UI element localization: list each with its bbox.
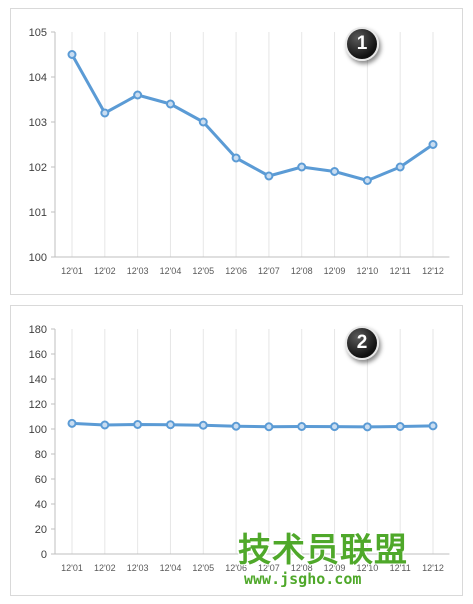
x-tick-label: 12'12 (422, 563, 444, 573)
x-tick-label: 12'04 (160, 266, 182, 276)
data-point (133, 90, 143, 100)
y-tick-label: 180 (29, 324, 47, 336)
x-tick-label: 12'09 (324, 266, 346, 276)
data-point (362, 176, 372, 185)
y-tick-label: 120 (29, 399, 47, 411)
y-tick-label: 100 (29, 424, 47, 436)
x-tick-label: 12'07 (258, 563, 280, 573)
x-tick-label: 12'05 (192, 563, 214, 573)
data-point (133, 420, 143, 429)
x-tick-label: 12'06 (225, 266, 247, 276)
data-point (100, 108, 110, 118)
data-point (67, 418, 77, 428)
watermark: 技术员联盟 www.jsgho.com (238, 530, 438, 588)
series-line (71, 421, 434, 429)
data-point (198, 117, 208, 127)
y-tick-label: 20 (35, 524, 47, 536)
y-tick-label: 60 (35, 474, 47, 486)
x-tick-label: 12'08 (291, 563, 313, 573)
x-tick-label: 12'10 (356, 266, 378, 276)
chart-panel-2: 0 20 40 60 80 100 120 140 160 180 12'01 12'02 12'03 1… (10, 305, 463, 596)
data-point (198, 420, 208, 430)
line-chart-2: 0 20 40 60 80 100 120 140 160 180 12'01 12'02 12'03 1… (29, 324, 450, 573)
data-point (264, 422, 274, 432)
data-point (67, 50, 77, 59)
y-tick-label: 100 (29, 252, 47, 264)
y-tick-label: 0 (41, 549, 47, 561)
watermark-brand: 技术员联盟 (238, 530, 408, 569)
data-point (362, 422, 372, 432)
data-point (395, 162, 405, 172)
x-tick-label: 12'07 (258, 266, 280, 276)
x-tick-label: 12'12 (422, 266, 444, 276)
x-tick-label: 12'03 (127, 563, 149, 573)
x-tick-label: 12'01 (61, 266, 83, 276)
data-point (231, 421, 241, 431)
y-tick-label: 103 (29, 117, 47, 129)
data-point (395, 422, 405, 431)
y-tick-label: 40 (35, 499, 47, 511)
data-point (297, 422, 307, 431)
x-tick-label: 12'09 (324, 563, 346, 573)
data-point (330, 422, 340, 432)
x-tick-label: 12'10 (356, 563, 378, 573)
x-tick-label: 12'05 (192, 266, 214, 276)
x-tick-label: 12'11 (390, 266, 411, 276)
y-tick-label: 80 (35, 449, 47, 461)
line-chart-1: 100 101 102 103 104 105 12'01 12'02 12'03 12'04 12… (29, 27, 450, 276)
data-point (428, 140, 438, 149)
data-point (428, 421, 438, 431)
x-tick-label: 12'02 (94, 266, 116, 276)
data-point (100, 420, 110, 430)
data-point (330, 167, 340, 176)
x-tick-label: 12'08 (291, 266, 313, 276)
chart-panel-1: 100 101 102 103 104 105 12'01 12'02 12'03 12'04 12… (10, 8, 463, 295)
x-tick-label: 12'01 (61, 563, 83, 573)
y-tick-label: 104 (29, 72, 47, 84)
data-point (264, 171, 274, 181)
x-tick-label: 12'04 (160, 563, 182, 573)
watermark-url: www.jsgho.com (244, 570, 362, 588)
y-tick-label: 105 (29, 27, 47, 39)
y-tick-label: 140 (29, 374, 47, 386)
data-point (297, 162, 307, 172)
data-point (231, 153, 241, 163)
number-badge-2: 2 (345, 326, 379, 360)
x-tick-label: 12'06 (225, 563, 247, 573)
y-tick-label: 160 (29, 349, 47, 361)
data-point (165, 99, 175, 109)
y-tick-label: 101 (29, 207, 47, 219)
x-tick-label: 12'11 (390, 563, 411, 573)
y-tick-label: 102 (29, 162, 47, 174)
x-tick-label: 12'03 (127, 266, 149, 276)
number-badge-1: 1 (345, 27, 379, 61)
series-line (70, 53, 434, 182)
data-point (165, 420, 175, 430)
x-tick-label: 12'02 (94, 563, 116, 573)
